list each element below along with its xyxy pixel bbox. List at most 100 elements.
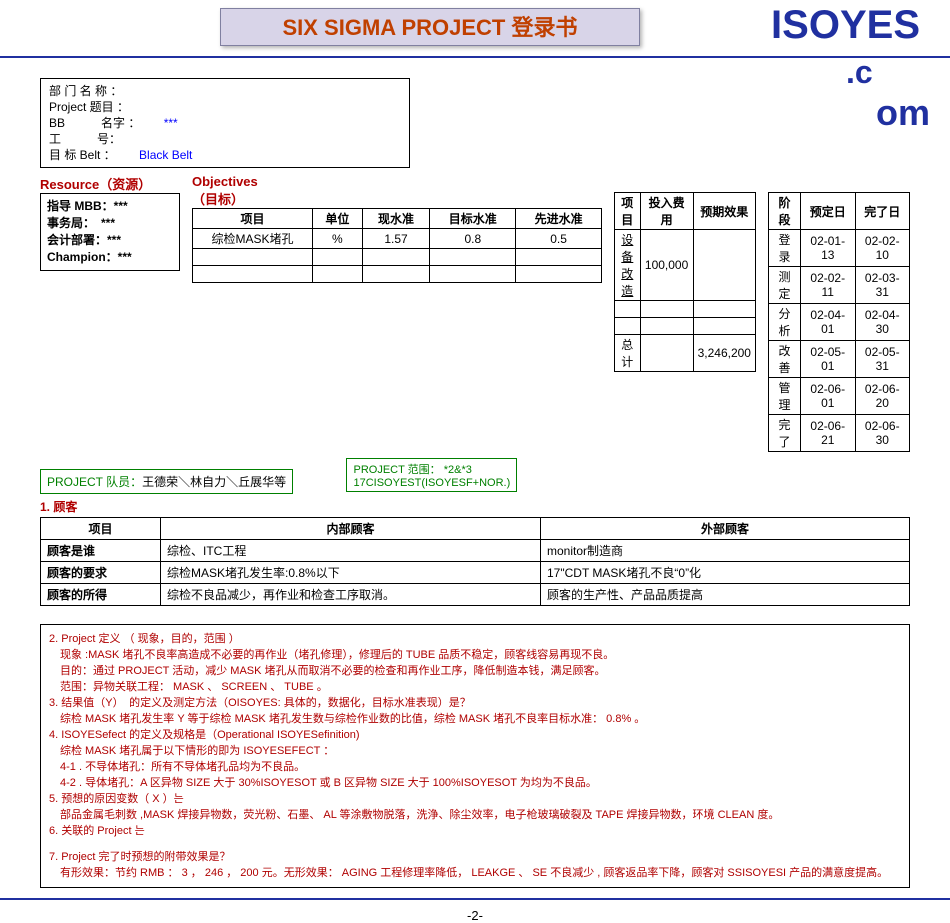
footer-divider [0,898,950,900]
champion-label: Champion： [47,250,118,264]
objectives-header: Objectives（目标） [192,174,272,208]
cost-c1: 投入费用 [640,193,693,230]
ph1c0: 测定 [769,267,801,304]
obj-c3: 目标水准 [430,209,516,229]
bb-name-value: *** [164,116,178,130]
cost-r1c2 [693,230,755,301]
cr2c2: 17"CDT MASK堵孔不良“0”化 [541,562,910,584]
def-t4c: 4-2 . 导体堵孔：A 区异物 SIZE 大于 30%ISOYESOT 或 B… [49,775,901,791]
content-area: 部 门 名 称 ： Project 题目 ： BB 名字 ： *** 工 号： … [0,58,950,888]
cr3c1: 综检不良品减少，再作业和检查工序取消。 [161,584,541,606]
cost-r3 [615,318,756,335]
page-number: -2- [0,908,950,923]
resource-header: Resource（资源） [40,174,180,193]
champion-val: *** [118,250,132,264]
cust-r1: 顾客是谁 综检、ITC工程 monitor制造商 [41,540,910,562]
ph3c0: 改善 [769,341,801,378]
obj-c1: 单位 [313,209,363,229]
obj-r1c4: 0.5 [516,229,602,249]
target-belt-label: 目 标 Belt ： [49,148,116,162]
ph3c1: 02-05-01 [801,341,855,378]
mbb-label: 指导 MBB： [47,199,114,213]
cust-h1: 项目 [41,518,161,540]
ph5c2: 02-06-30 [855,415,910,452]
cr2c0: 顾客的要求 [41,562,161,584]
dept-name: 部 门 名 称 ： [49,83,401,99]
ph2c0: 分析 [769,304,801,341]
def-t7: 7. Project 完了时预想的附带效果是？ [49,849,901,865]
logo-text: ISOYES.com [771,3,920,48]
obj-r1c0: 综检MASK堵孔 [193,229,313,249]
cr1c1: 综检、ITC工程 [161,540,541,562]
objectives-table: 项目 单位 现水准 目标水准 先进水准 综检MASK堵孔 % 1.57 0.8 … [192,208,602,283]
bb-name-row: BB 名字 ： *** [49,115,401,131]
obj-header-row: 项目 单位 现水准 目标水准 先进水准 [193,209,602,229]
phase-header: 阶段 预定日 完了日 [769,193,910,230]
ph-c2: 完了日 [855,193,910,230]
def-t4: 4. ISOYESefect 的定义及规格是（Operational ISOYE… [49,727,901,743]
cr2c1: 综检MASK堵孔发生率:0.8%以下 [161,562,541,584]
scope-l2: 17CISOYEST(ISOYESF+NOR.) [353,477,510,489]
cost-tc1 [640,335,693,372]
cost-c2: 预期效果 [693,193,755,230]
logo-ext: .com [846,50,900,134]
cost-tc0: 总计 [615,335,641,372]
target-belt-row: 目 标 Belt ： Black Belt [49,147,401,163]
ph1c2: 02-03-31 [855,267,910,304]
def-t5a: 部品金属毛刺数 ,MASK 焊接异物数，荧光粉、石墨、 AL 等涂敷物脱落，洗浄… [49,807,901,823]
scope-l1: PROJECT 范围： *2&*3 [353,464,471,476]
ph4c0: 管理 [769,378,801,415]
phase-r1: 测定02-02-1102-03-31 [769,267,910,304]
cost-total: 总计 3,246,200 [615,335,756,372]
objectives-column: Objectives（目标） 项目 单位 现水准 目标水准 先进水准 综检MAS… [192,174,602,283]
project-title-row: Project 题目 ： [49,99,401,115]
acct-row: 会计部署：*** [47,232,173,249]
cust-h3: 外部顾客 [541,518,910,540]
ph0c1: 02-01-13 [801,230,855,267]
def-t3: 3. 结果值（Y） 的定义及测定方法（OISOYES: 具体的，数据化，目标水准… [49,695,901,711]
cr1c2: monitor制造商 [541,540,910,562]
resource-column: Resource（资源） 指导 MBB：*** 事务局： *** 会计部署：**… [40,174,180,271]
phase-r4: 管理02-06-0102-06-20 [769,378,910,415]
cost-header: 项目 投入费用 预期效果 [615,193,756,230]
ph-c0: 阶段 [769,193,801,230]
cr3c2: 顾客的生产性、产品品质提高 [541,584,910,606]
phase-r0: 登录02-01-1302-02-10 [769,230,910,267]
cust-r2: 顾客的要求 综检MASK堵孔发生率:0.8%以下 17"CDT MASK堵孔不良… [41,562,910,584]
logo-main: ISOYES [771,3,920,47]
phase-r2: 分析02-04-0102-04-30 [769,304,910,341]
def-t4a: 综检 MASK 堵孔属于以下情形的即为 ISOYESEFECT ： [49,743,901,759]
cost-c0: 项目 [615,193,641,230]
customer-table: 项目 内部顾客 外部顾客 顾客是谁 综检、ITC工程 monitor制造商 顾客… [40,517,910,606]
ph1c1: 02-02-11 [801,267,855,304]
ph0c2: 02-02-10 [855,230,910,267]
def-t2c: 范围：异物关联工程： MASK 、 SCREEN 、 TUBE 。 [49,679,901,695]
cust-h2: 内部顾客 [161,518,541,540]
champion-row: Champion：*** [47,249,173,266]
def-t2a: 现象 :MASK 堵孔不良率高造成不必要的再作业（堵孔修理），修理后的 TUBE… [49,647,901,663]
ph-c1: 预定日 [801,193,855,230]
page-title: SIX SIGMA PROJECT 登录书 [220,8,640,46]
phase-r5: 完了02-06-2102-06-30 [769,415,910,452]
ph5c0: 完了 [769,415,801,452]
project-team-box: PROJECT 队员：王德荣＼林自力＼丘展华等 [40,469,293,494]
acct-val: *** [107,233,121,247]
obj-row1: 综检MASK堵孔 % 1.57 0.8 0.5 [193,229,602,249]
obj-row3 [193,266,602,283]
obj-c4: 先进水准 [516,209,602,229]
ph2c1: 02-04-01 [801,304,855,341]
cust-r3: 顾客的所得 综检不良品减少，再作业和检查工序取消。 顾客的生产性、产品品质提高 [41,584,910,606]
def-spacer [49,839,901,849]
team-label: PROJECT 队员： [47,475,142,489]
obj-r1c3: 0.8 [430,229,516,249]
obj-r1c1: % [313,229,363,249]
definition-box: 2. Project 定义 （ 现象，目的，范围 ） 现象 :MASK 堵孔不良… [40,624,910,888]
ph3c2: 02-05-31 [855,341,910,378]
phase-r3: 改善02-05-0102-05-31 [769,341,910,378]
obj-c0: 项目 [193,209,313,229]
mid-section: Resource（资源） 指导 MBB：*** 事务局： *** 会计部署：**… [40,174,910,452]
header-banner: SIX SIGMA PROJECT 登录书 ISOYES.com [0,8,950,58]
acct-label: 会计部署： [47,233,107,247]
project-scope-box: PROJECT 范围： *2&*3 17CISOYEST(ISOYESF+NOR… [346,458,517,492]
mbb-row: 指导 MBB：*** [47,198,173,215]
